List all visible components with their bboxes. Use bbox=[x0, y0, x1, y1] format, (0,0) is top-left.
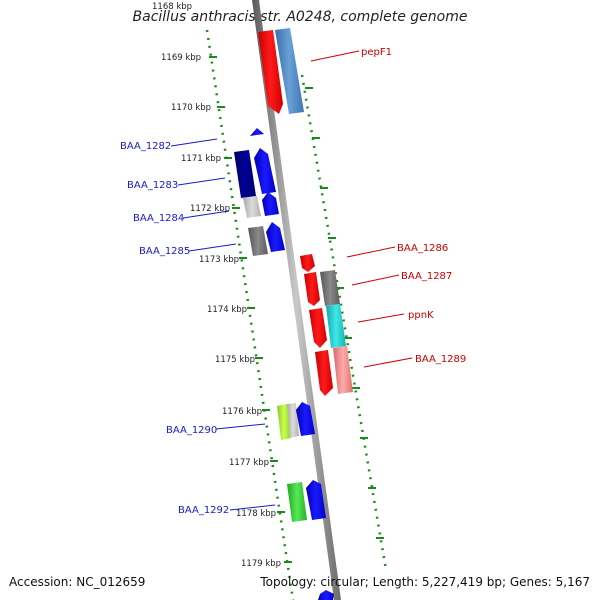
label-leader-lines-forward bbox=[310, 50, 413, 368]
gene-feature-BAA-1284[interactable] bbox=[262, 192, 279, 216]
scale-label: 1169 kbp bbox=[161, 53, 201, 63]
gene-feature-BAA-1285-cds[interactable] bbox=[248, 226, 268, 256]
genome-title: Bacillus anthracis str. A0248, complete … bbox=[132, 9, 468, 25]
scale-label: 1170 kbp bbox=[171, 103, 211, 113]
gene-feature-BAA-1287[interactable] bbox=[320, 270, 340, 306]
gene-feature-BAA-1290[interactable] bbox=[296, 402, 315, 436]
scale-tick-marks bbox=[209, 56, 384, 563]
gene-feature-ppnK-gene[interactable] bbox=[309, 308, 327, 348]
accession-text: Accession: NC_012659 bbox=[9, 575, 146, 589]
gene-label-BAA-1285[interactable]: BAA_1285 bbox=[139, 246, 190, 257]
gene-feature-BAA-1286[interactable] bbox=[300, 254, 315, 272]
scale-label: 1179 kbp bbox=[241, 559, 281, 569]
gene-label-ppnK[interactable]: ppnK bbox=[408, 310, 434, 321]
gene-feature-pepF1[interactable] bbox=[258, 30, 283, 114]
scale-label: 1176 kbp bbox=[222, 407, 262, 417]
gene-feature-BAA-1292[interactable] bbox=[306, 480, 326, 520]
gene-feature-BAA-1287-gene[interactable] bbox=[304, 272, 320, 306]
gene-feature-BAA-1284-cds[interactable] bbox=[243, 196, 261, 218]
gene-feature-BAA-1282[interactable] bbox=[250, 128, 264, 136]
scale-label: 1168 kbp bbox=[152, 2, 192, 12]
gene-label-BAA-1289[interactable]: BAA_1289 bbox=[415, 354, 466, 365]
gene-feature-BAA-1289-gene[interactable] bbox=[315, 350, 333, 396]
gene-label-BAA-1287[interactable]: BAA_1287 bbox=[401, 271, 452, 282]
scale-label: 1174 kbp bbox=[207, 305, 247, 315]
gene-label-BAA-1284[interactable]: BAA_1284 bbox=[133, 213, 184, 224]
feature-pepF1-cds[interactable] bbox=[275, 28, 304, 114]
scale-label: 1172 kbp bbox=[190, 204, 230, 214]
scale-label: 1175 kbp bbox=[215, 355, 255, 365]
gene-feature-BAA-1285[interactable] bbox=[266, 222, 285, 252]
genome-backbone bbox=[252, 0, 341, 600]
gene-label-BAA-1283[interactable]: BAA_1283 bbox=[127, 180, 178, 191]
gene-feature-BAA-1289[interactable] bbox=[333, 346, 353, 394]
gene-label-BAA-1290[interactable]: BAA_1290 bbox=[166, 425, 217, 436]
label-leader-lines-reverse bbox=[170, 138, 276, 511]
gene-feature-BAA-1283[interactable] bbox=[254, 148, 276, 194]
scale-label: 1171 kbp bbox=[181, 154, 221, 164]
genome-stats-text: Topology: circular; Length: 5,227,419 bp… bbox=[260, 575, 590, 589]
gene-label-BAA-1286[interactable]: BAA_1286 bbox=[397, 243, 448, 254]
inner-tick-ring bbox=[205, 29, 295, 600]
gene-label-BAA-1292[interactable]: BAA_1292 bbox=[178, 505, 229, 516]
gene-feature-ppnK[interactable] bbox=[326, 304, 346, 348]
gene-feature-BAA-1290-cds[interactable] bbox=[277, 404, 291, 440]
gene-feature-BAA-1290-misc[interactable] bbox=[287, 403, 299, 438]
gene-feature-BAA-1283-cds[interactable] bbox=[234, 150, 256, 198]
gene-label-BAA-1282[interactable]: BAA_1282 bbox=[120, 141, 171, 152]
gene-feature-BAA-1292-cds[interactable] bbox=[287, 482, 307, 522]
gene-label-pepF1[interactable]: pepF1 bbox=[361, 47, 392, 58]
scale-label: 1178 kbp bbox=[236, 509, 276, 519]
scale-label: 1177 kbp bbox=[229, 458, 269, 468]
scale-label: 1173 kbp bbox=[199, 255, 239, 265]
gene-feature-next[interactable] bbox=[318, 590, 334, 600]
